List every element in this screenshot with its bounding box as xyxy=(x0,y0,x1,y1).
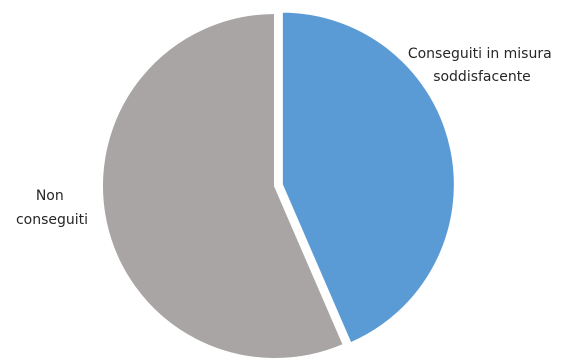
slice-label-non-conseguiti: Non conseguiti xyxy=(16,188,88,228)
pie-slices xyxy=(101,10,456,359)
pie-slice-conseguiti xyxy=(280,10,456,345)
slice-label-conseguiti: Conseguiti in misura soddisfacente xyxy=(408,46,556,85)
pie-slice-non-conseguiti xyxy=(101,12,345,359)
